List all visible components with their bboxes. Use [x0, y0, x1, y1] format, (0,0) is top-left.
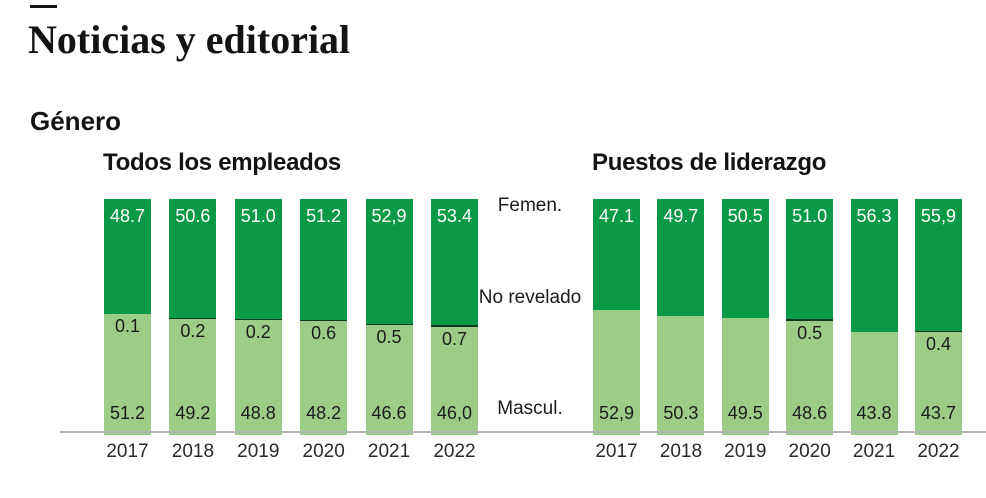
- legend-label-no-revelado: No revelado: [478, 287, 582, 308]
- bar-value-no-revelado: 0.2: [180, 320, 206, 341]
- x-axis-baseline: [60, 431, 986, 433]
- bar-value-femen: 51.2: [306, 206, 342, 226]
- bar-segment-femen: 51.0: [786, 199, 834, 320]
- bar-segment-femen: 53.4: [430, 199, 478, 326]
- bar-segment-femen: 52,9: [365, 199, 413, 324]
- bar-value-no-revelado: 0.2: [245, 321, 271, 342]
- x-axis-label-2021: 2021: [852, 441, 896, 462]
- stacked-bar-2020: 51.2 0.6 48.2: [300, 199, 348, 435]
- bar-segment-femen: 50.6: [169, 199, 217, 319]
- bar-segment-no-revelado: [786, 319, 834, 321]
- x-axis-label-2019: 2019: [237, 441, 280, 462]
- bar-value-mascul: 48.2: [306, 403, 342, 423]
- bar-segment-no-revelado: [914, 330, 962, 332]
- bar-segment-no-revelado: [300, 319, 348, 322]
- stacked-bar-2019: 51.0 0.2 48.8: [234, 199, 282, 435]
- bar-value-femen: 55,9: [920, 206, 956, 226]
- x-axis-label-2017: 2017: [106, 441, 149, 462]
- bar-segment-femen: 50.5: [721, 199, 769, 319]
- bar-value-mascul: 51.2: [109, 403, 146, 423]
- bar-value-femen: 47.1: [598, 206, 635, 226]
- bar-segment-mascul: 0.7 46,0: [430, 326, 478, 435]
- bar-segment-femen: 55,9: [914, 199, 962, 331]
- x-axis-label-2019: 2019: [724, 441, 767, 462]
- x-axis-label-2022: 2022: [917, 441, 960, 462]
- stacked-bar-2018: 50.6 0.2 49.2: [169, 199, 217, 435]
- bar-value-femen: 50.6: [175, 206, 211, 226]
- bar-value-no-revelado: 0.5: [797, 322, 823, 343]
- bar-value-mascul: 52,9: [598, 403, 635, 423]
- chart-leadership-bars: 47.1 52,9 49.7 50.3 50.5 49.5 51.0 0.5 48.6 56.3 4…: [593, 199, 962, 435]
- bar-value-mascul: 48.6: [792, 403, 828, 423]
- stacked-bar-2017: 47.1 52,9: [593, 199, 640, 435]
- bar-value-femen: 49.7: [663, 206, 699, 226]
- section-title: Género: [30, 106, 122, 136]
- bar-segment-femen: 47.1: [593, 199, 640, 311]
- bar-segment-femen: 51.2: [300, 199, 348, 320]
- bar-value-no-revelado: 0.7: [441, 328, 467, 349]
- bar-value-mascul: 49.2: [175, 403, 211, 423]
- chart-leadership-year-labels: 2017 2018 2019 2020 2021 2022: [593, 441, 962, 463]
- chart-all-employees-bars: 48.7 0.1 51.2 50.6 0.2 49.2 51.0 0.2 48.8 51.2 0.6…: [104, 199, 478, 435]
- stacked-bar-2019: 50.5 49.5: [721, 199, 769, 435]
- page-title: Noticias y editorial: [28, 17, 351, 62]
- legend-label-mascul: Mascul.: [497, 398, 563, 419]
- bar-value-mascul: 49.5: [727, 403, 763, 423]
- bar-segment-mascul: 50.3: [657, 316, 705, 435]
- stacked-bar-2021: 56.3 43.8: [850, 199, 898, 435]
- bar-value-femen: 51.0: [240, 206, 276, 226]
- chart-all-employees-year-labels: 2017 2018 2019 2020 2021 2022: [104, 441, 478, 463]
- bar-segment-mascul: 0.4 43.7: [914, 331, 962, 435]
- bar-value-no-revelado: 0.6: [311, 323, 337, 344]
- bar-value-femen: 48.7: [109, 206, 146, 226]
- bar-segment-femen: 56.3: [850, 199, 898, 332]
- bar-value-mascul: 50.3: [663, 403, 699, 423]
- bar-value-mascul: 46.6: [371, 403, 407, 423]
- bar-segment-femen: 48.7: [104, 199, 151, 314]
- bar-segment-mascul: 0.1 51.2: [104, 314, 151, 435]
- bar-segment-mascul: 43.8: [850, 331, 898, 435]
- bar-value-femen: 56.3: [856, 206, 892, 226]
- bar-segment-mascul: 0.5 48.6: [786, 320, 834, 435]
- bar-segment-mascul: 0.5 46.6: [365, 325, 413, 435]
- bar-value-no-revelado: 0.4: [925, 333, 951, 354]
- x-axis-label-2017: 2017: [595, 441, 638, 462]
- x-axis-label-2018: 2018: [171, 441, 215, 462]
- bar-value-femen: 52,9: [371, 206, 407, 226]
- bar-value-mascul: 43.7: [920, 403, 956, 423]
- stacked-bar-2018: 49.7 50.3: [657, 199, 705, 435]
- bar-value-mascul: 46,0: [436, 403, 472, 423]
- bar-value-mascul: 48.8: [240, 403, 276, 423]
- x-axis-label-2021: 2021: [367, 441, 411, 462]
- stacked-bar-2020: 51.0 0.5 48.6: [786, 199, 834, 435]
- bar-segment-femen: 49.7: [657, 199, 705, 317]
- bar-value-no-revelado: 0.1: [114, 316, 141, 337]
- bar-segment-femen: 51.0: [234, 199, 282, 320]
- bar-segment-no-revelado: [430, 325, 478, 327]
- bar-segment-mascul: 0.2 48.8: [234, 319, 282, 435]
- bar-value-mascul: 43.8: [856, 403, 892, 423]
- bar-value-femen: 53.4: [436, 206, 472, 226]
- bar-value-femen: 50.5: [727, 206, 763, 226]
- bar-segment-mascul: 0.2 49.2: [169, 318, 217, 435]
- top-left-dash: [30, 5, 57, 8]
- bar-segment-mascul: 49.5: [721, 318, 769, 435]
- bar-segment-no-revelado: [365, 323, 413, 326]
- stacked-bar-2022: 53.4 0.7 46,0: [430, 199, 478, 435]
- chart-title-leadership: Puestos de liderazgo: [592, 149, 827, 176]
- x-axis-label-2020: 2020: [302, 441, 345, 462]
- x-axis-label-2018: 2018: [659, 441, 703, 462]
- legend-label-femen: Femen.: [497, 195, 563, 216]
- x-axis-label-2020: 2020: [788, 441, 831, 462]
- stacked-bar-2022: 55,9 0.4 43.7: [914, 199, 962, 435]
- chart-title-all-employees: Todos los empleados: [103, 149, 341, 176]
- bar-segment-mascul: 0.6 48.2: [300, 321, 348, 435]
- x-axis-label-2022: 2022: [433, 441, 476, 462]
- bar-segment-mascul: 52,9: [593, 310, 640, 435]
- bar-value-no-revelado: 0.5: [376, 327, 402, 348]
- stacked-bar-2021: 52,9 0.5 46.6: [365, 199, 413, 435]
- bar-value-femen: 51.0: [792, 206, 828, 226]
- stacked-bar-2017: 48.7 0.1 51.2: [104, 199, 151, 435]
